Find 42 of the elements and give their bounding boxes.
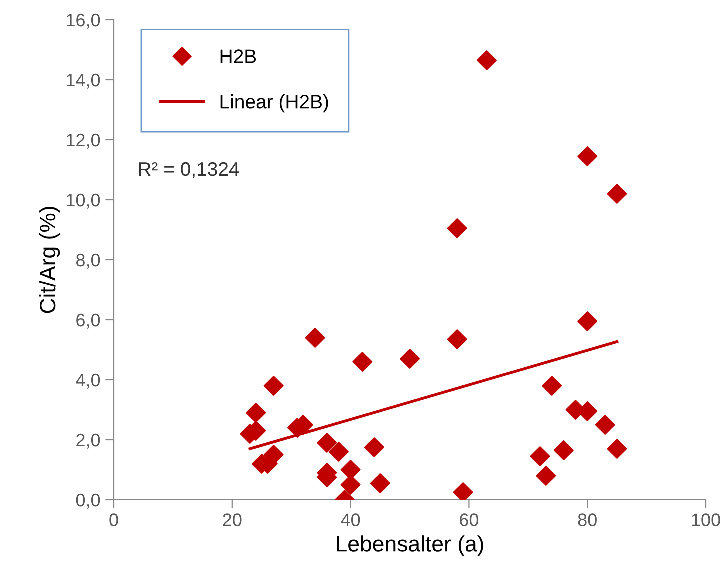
point: [542, 376, 562, 396]
y-tick-label: 12,0: [67, 134, 100, 149]
point: [364, 437, 384, 458]
x-tick-label: 80: [578, 514, 597, 526]
x-tick-label: 20: [223, 514, 242, 526]
point: [607, 438, 628, 460]
x-tick-label: 0: [110, 514, 118, 526]
x-tick-label: 60: [460, 514, 479, 526]
point: [453, 482, 474, 500]
point: [352, 352, 373, 372]
point: [264, 376, 284, 396]
y-tick-label: 2,0: [76, 434, 100, 449]
y-tick-label: 10,0: [67, 194, 100, 209]
y-tick-label: 6,0: [76, 314, 100, 329]
point: [328, 442, 349, 462]
point: [317, 432, 338, 454]
legend-label: H2B: [220, 50, 256, 64]
x-axis-title: Lebensalter (a): [337, 536, 484, 556]
point: [536, 466, 556, 486]
point: [476, 50, 497, 71]
point: [578, 311, 598, 332]
point: [607, 184, 628, 204]
y-axis-title: Cit/Arg (%): [39, 207, 60, 314]
point: [400, 348, 420, 370]
point: [530, 446, 550, 467]
y-tick-label: 8,0: [76, 254, 100, 269]
x-tick-label: 40: [341, 514, 360, 526]
point: [554, 440, 574, 461]
y-tick-label: 16,0: [67, 14, 100, 29]
y-tick-label: 0,0: [76, 494, 100, 509]
point: [370, 473, 390, 494]
point: [595, 414, 616, 436]
legend-label: Linear (H2B): [220, 94, 328, 113]
point: [305, 328, 326, 348]
y-tick-label: 4,0: [76, 374, 100, 389]
annotation: R² = 0,1324: [139, 162, 240, 178]
point: [578, 146, 598, 167]
point: [447, 329, 468, 350]
point: [246, 402, 266, 424]
x-tick-label: 100: [692, 514, 720, 526]
y-tick-label: 14,0: [67, 74, 100, 89]
point: [447, 218, 468, 239]
